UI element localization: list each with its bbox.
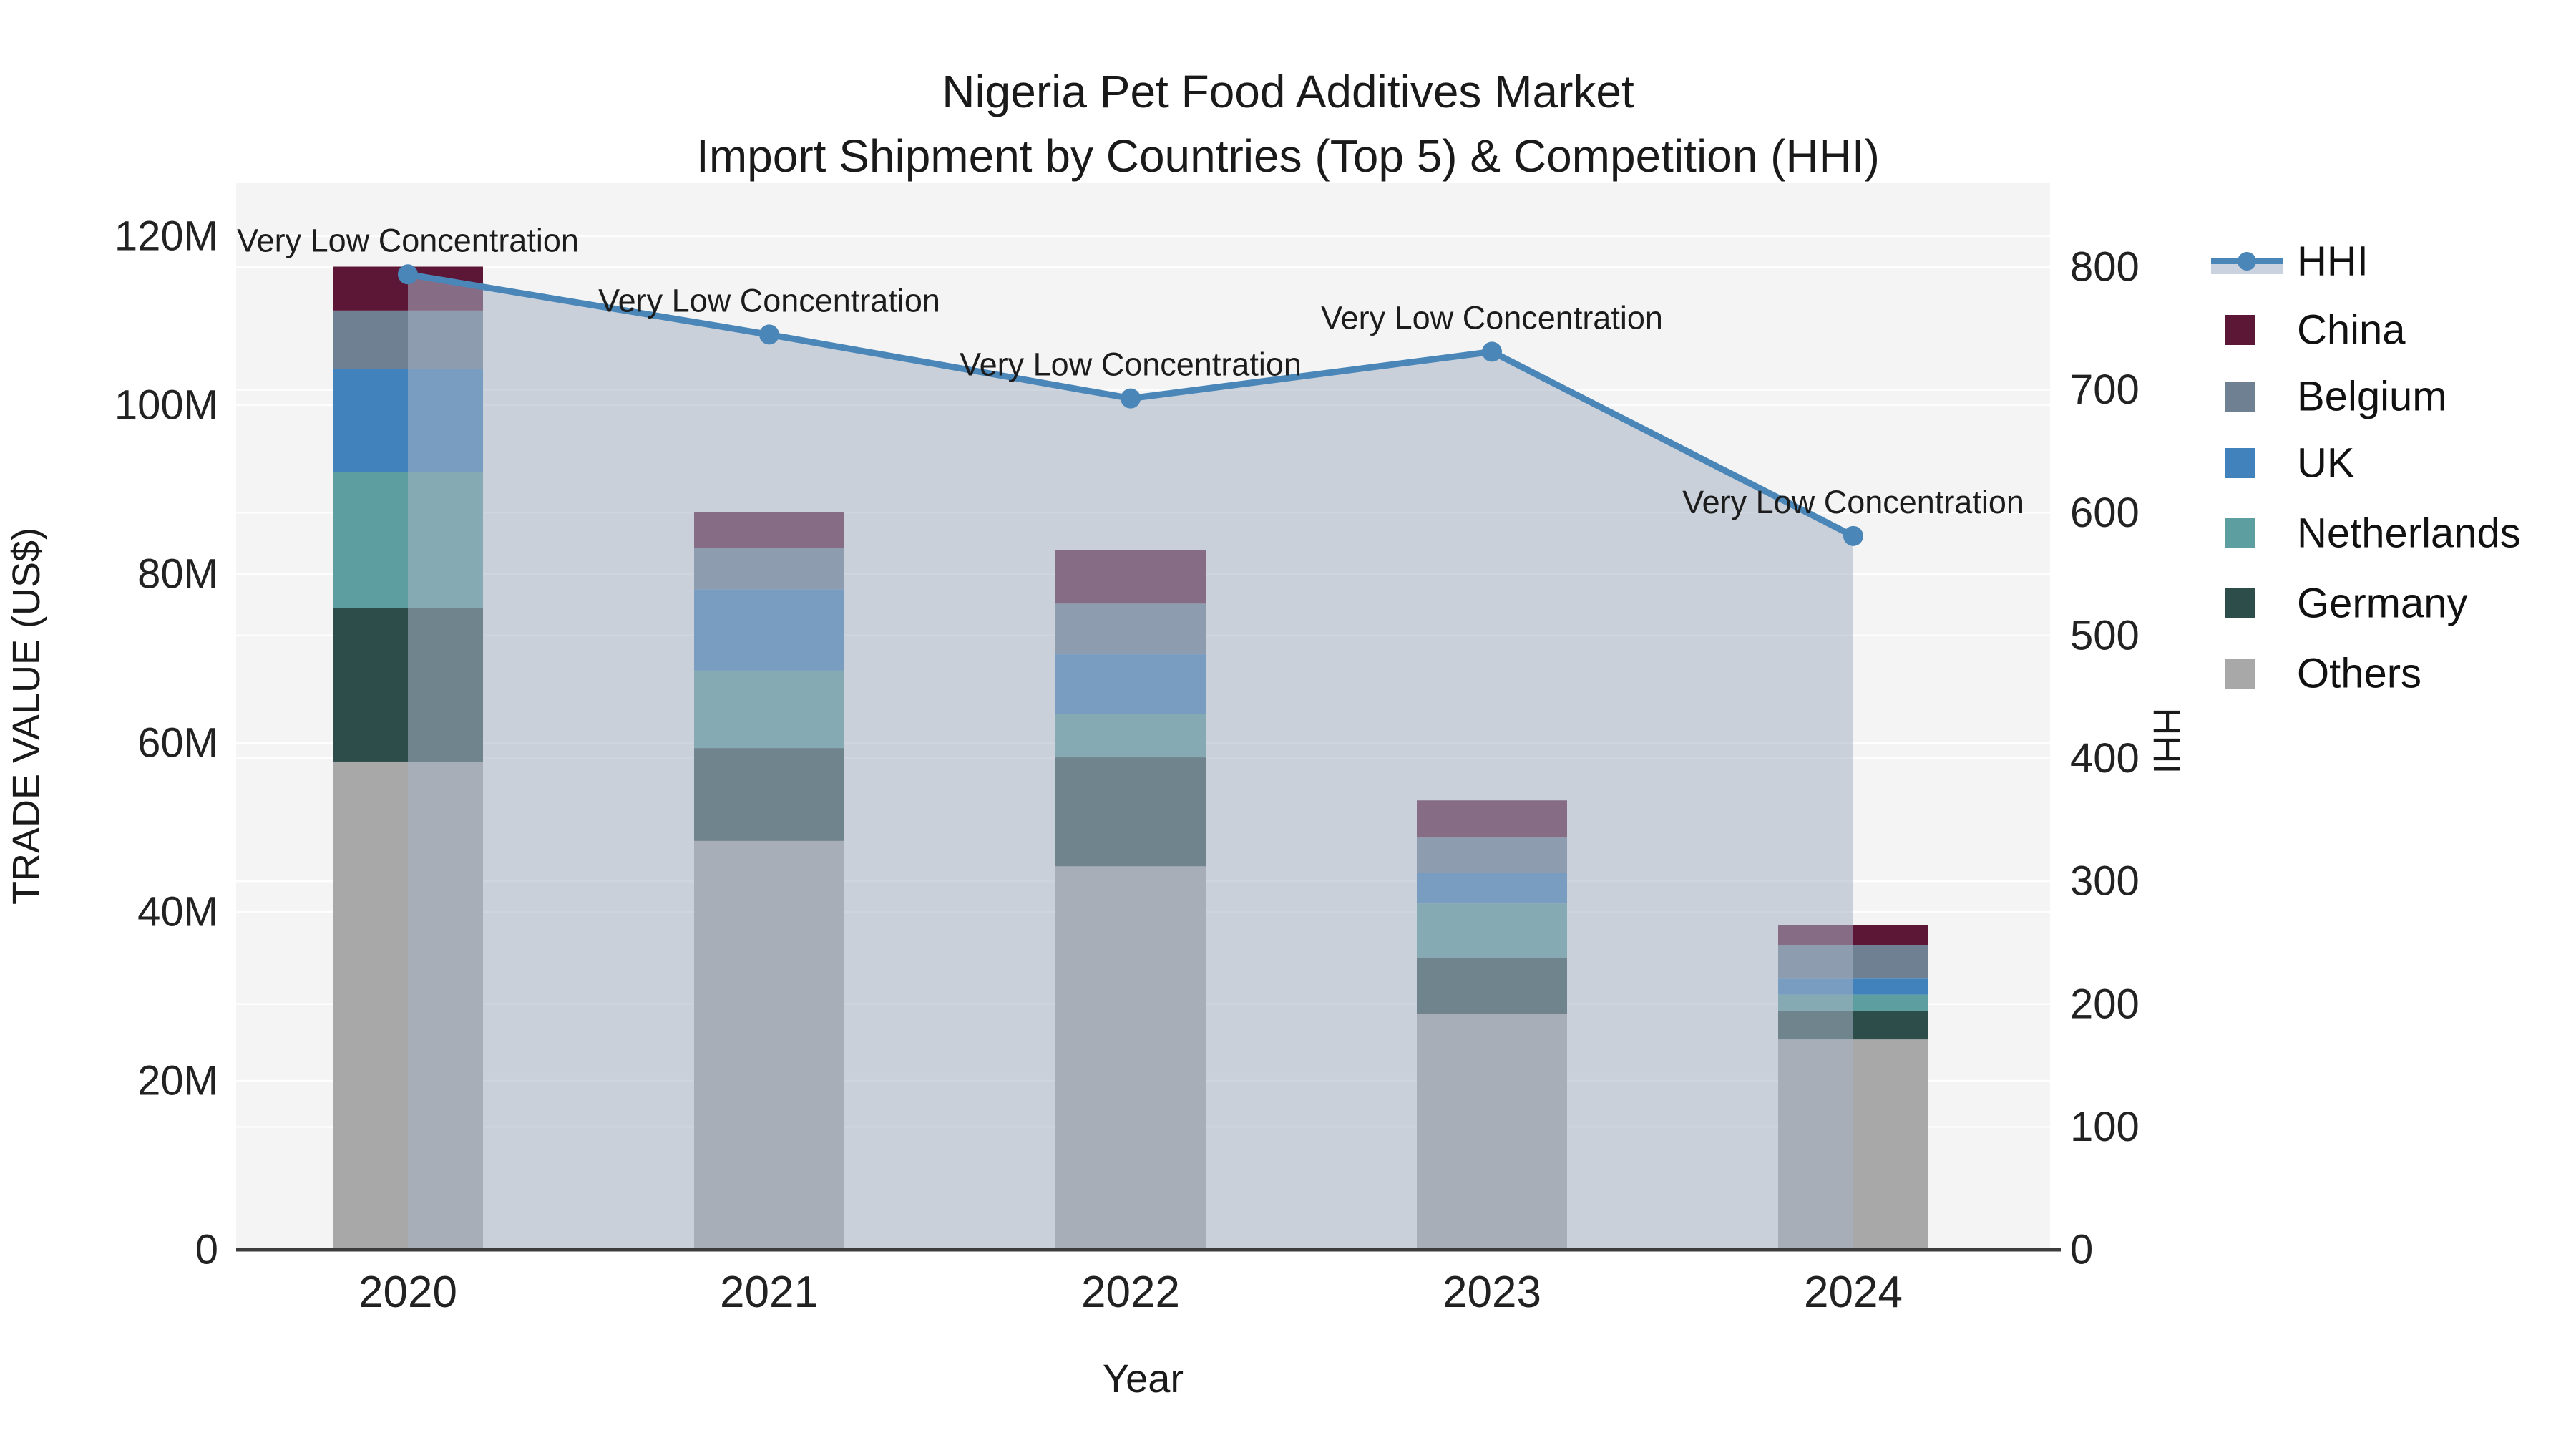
legend-label-others: Others: [2297, 651, 2421, 697]
right-axis-tick-label: 200: [2070, 981, 2140, 1027]
hhi-marker-2021[interactable]: [759, 324, 779, 345]
left-axis-tick-label: 100M: [114, 382, 218, 429]
chart-title-line1: Nigeria Pet Food Additives Market: [942, 66, 1634, 117]
x-axis-tick-label: 2024: [1804, 1268, 1903, 1317]
legend: HHI China Belgium UK Netherlands Germany Other…: [2211, 238, 2521, 697]
right-axis-ticks: 0 100 200 300 400 500 600 700 800: [2070, 244, 2140, 1273]
legend-item-netherlands[interactable]: Netherlands: [2225, 510, 2521, 557]
legend-label-belgium: Belgium: [2297, 374, 2447, 420]
right-axis-tick-label: 800: [2070, 244, 2140, 291]
hhi-legend-marker: [2238, 252, 2256, 271]
hhi-annotations: Very Low Concentration Very Low Concentra…: [237, 222, 2024, 520]
x-axis-tick-label: 2023: [1443, 1268, 1541, 1317]
legend-item-uk[interactable]: UK: [2225, 440, 2355, 487]
hhi-area-fill: [408, 274, 1853, 1250]
left-axis-tick-label: 20M: [137, 1058, 218, 1104]
x-axis-tick-label: 2021: [720, 1268, 819, 1317]
legend-label-germany: Germany: [2297, 580, 2468, 627]
left-axis-tick-label: 40M: [137, 889, 218, 936]
x-axis-ticks: 2020 2021 2022 2023 2024: [358, 1268, 1903, 1317]
legend-label-hhi: HHI: [2297, 238, 2368, 285]
legend-swatch-germany: [2225, 588, 2255, 618]
right-axis-tick-label: 500: [2070, 612, 2140, 659]
right-axis-tick-label: 0: [2070, 1227, 2093, 1273]
right-axis-title: HHI: [2145, 708, 2188, 774]
legend-swatch-china: [2225, 315, 2255, 345]
x-axis-tick-label: 2020: [358, 1268, 457, 1317]
right-axis-tick-label: 600: [2070, 490, 2140, 536]
hhi-annotation-2023: Very Low Concentration: [1321, 299, 1663, 336]
chart-title-line2: Import Shipment by Countries (Top 5) & C…: [696, 130, 1880, 182]
hhi-marker-2024[interactable]: [1843, 525, 1863, 546]
legend-item-china[interactable]: China: [2225, 307, 2406, 354]
legend-swatch-netherlands: [2225, 518, 2255, 548]
right-axis-tick-label: 700: [2070, 366, 2140, 413]
left-axis-tick-label: 80M: [137, 551, 218, 598]
legend-label-china: China: [2297, 307, 2406, 354]
legend-item-others[interactable]: Others: [2225, 651, 2421, 697]
right-axis-tick-label: 300: [2070, 858, 2140, 905]
left-axis-ticks: 0 20M 40M 60M 80M 100M 120M: [114, 213, 218, 1273]
right-axis-tick-label: 400: [2070, 735, 2140, 782]
hhi-marker-2022[interactable]: [1121, 388, 1141, 409]
legend-swatch-uk: [2225, 448, 2255, 478]
hhi-marker-2020[interactable]: [398, 264, 418, 285]
hhi-marker-2023[interactable]: [1482, 341, 1502, 362]
right-axis-tick-label: 100: [2070, 1104, 2140, 1150]
hhi-annotation-2021: Very Low Concentration: [598, 282, 940, 319]
left-axis-tick-label: 0: [195, 1227, 218, 1273]
hhi-annotation-2024: Very Low Concentration: [1682, 484, 2024, 520]
legend-item-hhi[interactable]: HHI: [2211, 238, 2368, 285]
hhi-annotation-2020: Very Low Concentration: [237, 222, 579, 258]
left-axis-title: TRADE VALUE (US$): [5, 528, 48, 905]
legend-label-uk: UK: [2297, 440, 2355, 487]
legend-swatch-others: [2225, 659, 2255, 689]
legend-swatch-belgium: [2225, 382, 2255, 412]
left-axis-tick-label: 120M: [114, 213, 218, 260]
x-axis-tick-label: 2022: [1081, 1268, 1180, 1317]
legend-item-germany[interactable]: Germany: [2225, 580, 2468, 627]
legend-item-belgium[interactable]: Belgium: [2225, 374, 2447, 420]
legend-label-netherlands: Netherlands: [2297, 510, 2521, 557]
left-axis-tick-label: 60M: [137, 720, 218, 767]
hhi-annotation-2022: Very Low Concentration: [960, 346, 1302, 383]
x-axis-title: Year: [1103, 1356, 1184, 1401]
